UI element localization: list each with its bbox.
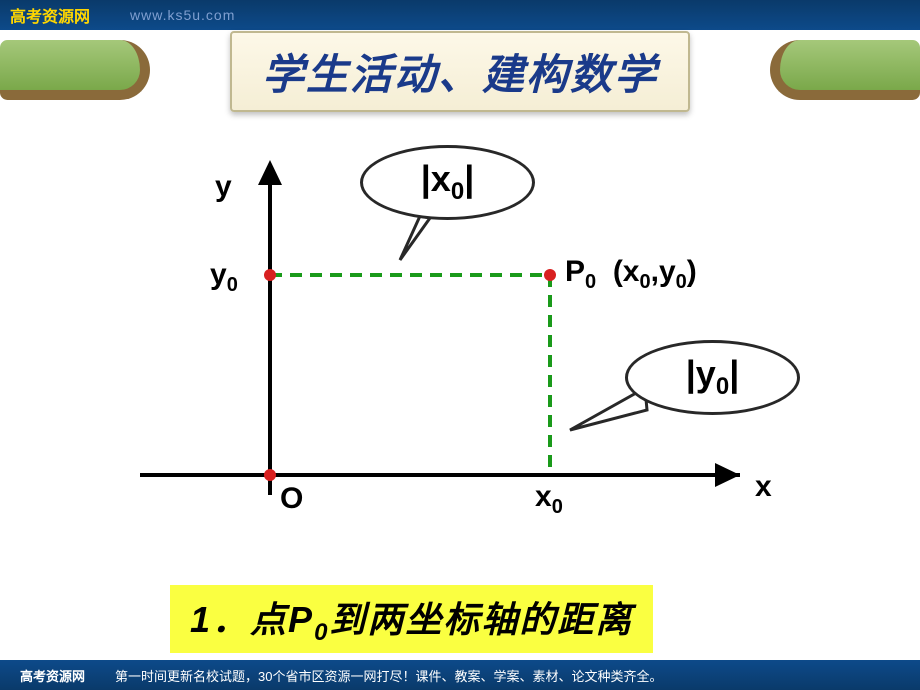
y0-letter: y [210,258,227,291]
y-axis-label: y [215,170,232,204]
x0-sub: 0 [552,496,563,518]
footer-tagline: 第一时间更新名校试题，30个省市区资源一网打尽！课件、教案、学案、素材、论文种类… [115,666,662,685]
coordinate-diagram: y x O y0 x0 P0 (x0,y0) |x0| |y0| [120,140,820,580]
callout-y0-text: |y0| [686,353,740,401]
bottom-bar: 高考资源网 第一时间更新名校试题，30个省市区资源一网打尽！课件、教案、学案、素… [0,660,920,690]
caption-prefix: 点 [250,599,288,640]
callout-x0: |x0| [360,145,535,220]
title-text: 学生活动、建构数学 [262,51,658,98]
branch-decoration-right [770,40,920,100]
callout-x0-text: |x0| [421,158,475,206]
caption-number: 1． [190,599,250,640]
title-wrapper: 学生活动、建构数学 [0,30,920,112]
caption-point-sub: 0 [314,619,329,646]
site-name: 高考资源网 [10,3,90,27]
p-sub: 0 [585,271,596,293]
origin-label: O [280,482,303,516]
x-axis-arrow [715,463,740,487]
caption-point: P [288,599,314,640]
footer-site-name: 高考资源网 [20,666,85,685]
callout-y0: |y0| [625,340,800,415]
p0-point [544,269,556,281]
watermark-url: www.ks5u.com [130,7,235,23]
caption: 1．点P0到两坐标轴的距离 [170,585,653,653]
branch-decoration-left [0,40,150,100]
x0-label: x0 [535,480,563,519]
p-coords: (x0,y0) [604,255,696,288]
x0-letter: x [535,480,552,513]
y0-label: y0 [210,258,238,297]
x-axis-label: x [755,470,772,504]
callout-x-tail [400,216,430,260]
y0-point [264,269,276,281]
point-label: P0 (x0,y0) [565,255,697,294]
title-box: 学生活动、建构数学 [230,31,690,112]
top-bar: 高考资源网 www.ks5u.com [0,0,920,30]
caption-suffix: 到两坐标轴的距离 [329,599,633,640]
y0-sub: 0 [227,274,238,296]
y-axis-arrow [258,160,282,185]
origin-point [264,469,276,481]
p-letter: P [565,255,585,288]
